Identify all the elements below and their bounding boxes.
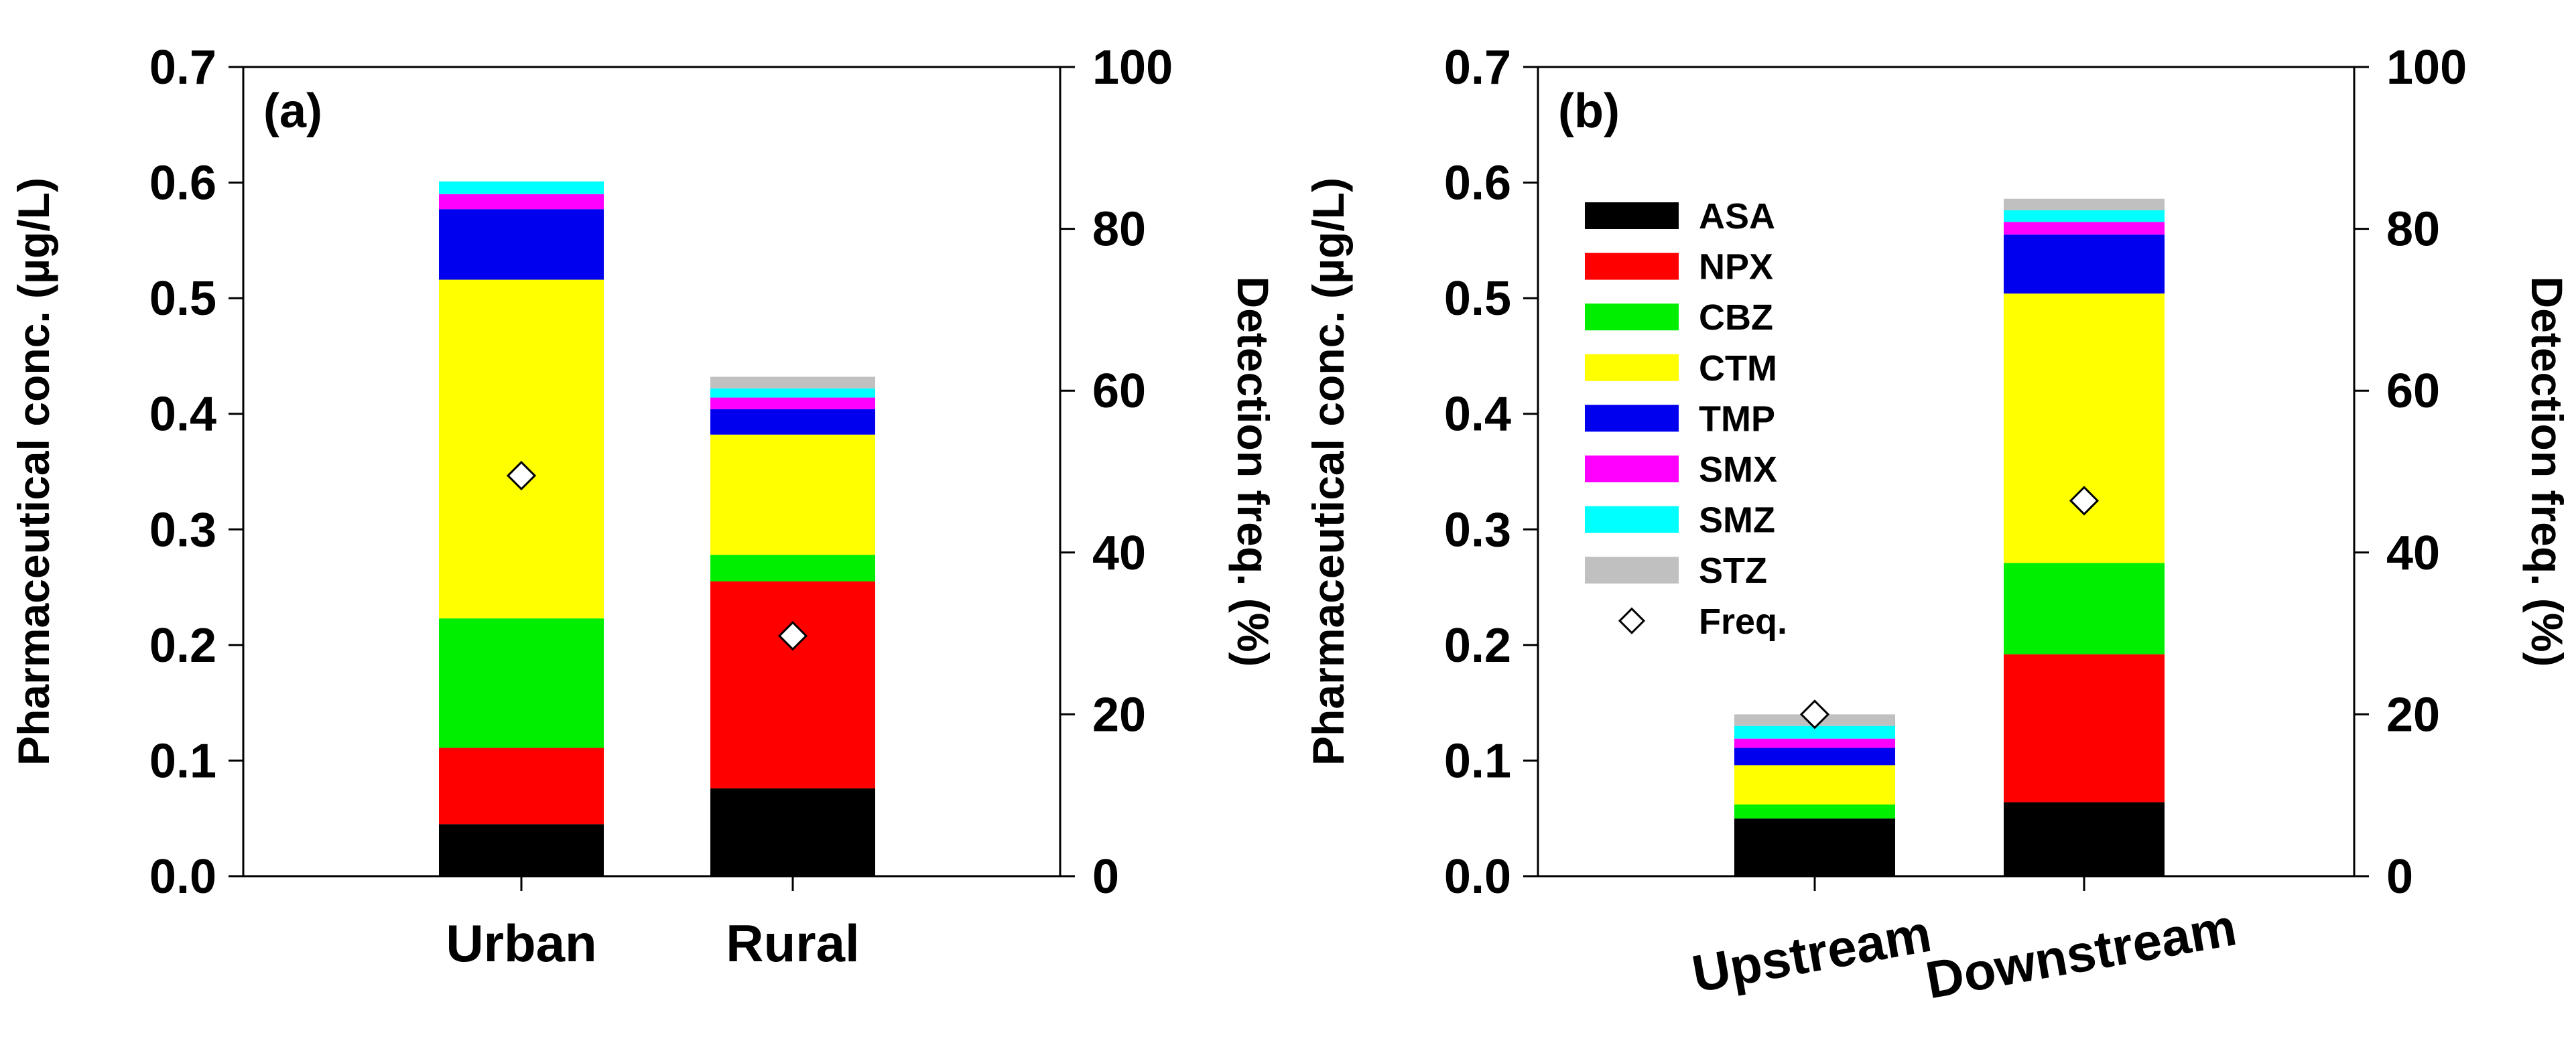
bar-segment-tmp-downstream: [2004, 234, 2165, 294]
y2-tick-label: 60: [1092, 364, 1146, 418]
chart-panel-a: 0.0 0.1 0.2 0.3 0.4 0.5 0.6 0.7 0 20 40 60 80 100 Urba…: [9, 41, 1278, 973]
bar-segment-ctm-downstream: [2004, 293, 2165, 563]
bar-segment-asa-downstream: [2004, 802, 2165, 876]
legend-swatch-tmp: [1585, 405, 1679, 432]
bar-segment-npx-urban: [439, 748, 604, 825]
y-tick-label: 0.0: [1444, 850, 1511, 904]
bar-segment-tmp-rural: [710, 409, 875, 435]
bar-segment-asa-rural: [710, 788, 875, 876]
bar-segment-ctm-urban: [439, 279, 604, 619]
legend-label-asa: ASA: [1699, 196, 1775, 236]
y2-tick-label: 40: [1092, 527, 1146, 580]
bar-segment-cbz-upstream: [1734, 805, 1895, 819]
legend-swatch-smz: [1585, 506, 1679, 533]
y-tick-label: 0.4: [149, 388, 216, 441]
y2-tick-label: 20: [2386, 688, 2440, 742]
bar-segment-smz-rural: [710, 388, 875, 398]
panel-label: (b): [1558, 84, 1620, 138]
y2-axis-title: Detection freq. (%): [2522, 276, 2572, 667]
freq-marker-urban: [506, 460, 537, 491]
bar-segment-cbz-urban: [439, 618, 604, 748]
legend-swatch-asa: [1585, 202, 1679, 229]
y-tick-label: 0.2: [149, 619, 216, 673]
bar-segment-tmp-urban: [439, 209, 604, 280]
y-tick-label: 0.0: [149, 850, 216, 904]
y2-tick-label: 60: [2386, 364, 2440, 418]
y2-tick-label: 0: [1092, 850, 1119, 904]
y-tick-label: 0.7: [1444, 41, 1511, 94]
y-tick-label: 0.4: [1444, 388, 1511, 441]
panel-label: (a): [263, 84, 322, 138]
y2-tick-label: 20: [1092, 688, 1146, 742]
bar-segment-cbz-rural: [710, 555, 875, 581]
bar-segment-ctm-rural: [710, 434, 875, 555]
legend-label-stz: STZ: [1699, 551, 1767, 591]
chart-panel-b: 0.0 0.1 0.2 0.3 0.4 0.5 0.6 0.7 0 20 40 60 80 100 Upst…: [1303, 41, 2572, 1009]
legend-label-cbz: CBZ: [1699, 297, 1773, 338]
x-category-label-upstream: Upstream: [1687, 904, 1935, 1003]
y-axis-title: Pharmaceutical conc. (µg/L): [9, 178, 58, 766]
y-tick-label: 0.6: [1444, 157, 1511, 210]
y-tick-label: 0.6: [149, 157, 216, 210]
legend-swatch-ctm: [1585, 354, 1679, 381]
y-tick-label: 0.3: [1444, 503, 1511, 557]
bar-segment-smz-urban: [439, 181, 604, 194]
bar-segment-asa-urban: [439, 824, 604, 876]
bar-segment-npx-downstream: [2004, 654, 2165, 803]
bar-segment-cbz-downstream: [2004, 563, 2165, 654]
legend-label-ctm: CTM: [1699, 348, 1777, 389]
bar-segment-ctm-upstream: [1734, 765, 1895, 805]
legend-swatch-npx: [1585, 253, 1679, 280]
bar-segment-smx-upstream: [1734, 738, 1895, 748]
x-category-label-urban: Urban: [446, 914, 596, 973]
legend-swatch-smx: [1585, 456, 1679, 482]
y2-tick-label: 100: [1092, 41, 1173, 94]
freq-marker-upstream: [1799, 699, 1830, 729]
bar-segment-smz-upstream: [1734, 725, 1895, 739]
bar-segment-asa-upstream: [1734, 818, 1895, 876]
bar-segment-stz-rural: [710, 376, 875, 389]
bar-segment-smz-downstream: [2004, 210, 2165, 222]
y2-tick-label: 40: [2386, 527, 2440, 580]
y2-tick-label: 0: [2386, 850, 2413, 904]
y-axis-title: Pharmaceutical conc. (µg/L): [1303, 178, 1353, 766]
legend-swatch-freq: [1618, 607, 1646, 634]
y-tick-label: 0.2: [1444, 619, 1511, 673]
plot-frame: [1537, 66, 2356, 878]
y-tick-label: 0.1: [149, 734, 216, 788]
x-category-label-rural: Rural: [726, 914, 859, 973]
legend-label-smx: SMX: [1699, 449, 1777, 490]
bar-segment-stz-downstream: [2004, 198, 2165, 210]
legend-label-freq: Freq.: [1699, 602, 1787, 642]
bar-segment-smx-downstream: [2004, 222, 2165, 235]
legend-label-tmp: TMP: [1699, 399, 1775, 439]
plot-frame: [242, 66, 1061, 878]
y-tick-label: 0.1: [1444, 734, 1511, 788]
bar-segment-smx-rural: [710, 397, 875, 409]
legend-label-smz: SMZ: [1699, 500, 1775, 541]
bar-segment-smx-urban: [439, 194, 604, 210]
y2-axis-title: Detection freq. (%): [1228, 276, 1278, 667]
y2-tick-label: 80: [2386, 203, 2440, 257]
y-tick-label: 0.5: [149, 272, 216, 326]
y-tick-label: 0.7: [149, 41, 216, 94]
y-tick-label: 0.5: [1444, 272, 1511, 326]
legend-label-npx: NPX: [1699, 247, 1773, 287]
x-category-label-downstream: Downstream: [1921, 897, 2240, 1009]
bar-segment-tmp-upstream: [1734, 748, 1895, 766]
y2-tick-label: 80: [1092, 203, 1146, 257]
legend-swatch-cbz: [1585, 303, 1679, 331]
bar-segment-npx-rural: [710, 581, 875, 788]
freq-marker-downstream: [2069, 486, 2100, 516]
legend-swatch-stz: [1585, 557, 1679, 584]
freq-marker-rural: [777, 621, 808, 651]
y2-tick-label: 100: [2386, 41, 2467, 94]
y-tick-label: 0.3: [149, 503, 216, 557]
legend: ASA NPX CBZ CTM TMP SMX SMZ STZ Freq.: [1585, 196, 1787, 642]
